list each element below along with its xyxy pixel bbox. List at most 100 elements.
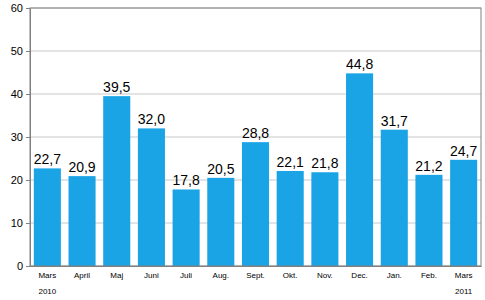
data-label: 24,7 <box>450 143 477 159</box>
data-label: 44,8 <box>346 56 373 72</box>
y-tick-label: 50 <box>11 45 23 57</box>
bar <box>173 189 200 266</box>
x-tick-label-line: Feb. <box>421 271 437 280</box>
x-tick-label: Sept. <box>246 271 265 280</box>
bar <box>277 171 304 266</box>
x-tick: Okt. <box>283 266 298 280</box>
bar <box>34 168 61 266</box>
grid-line <box>30 94 481 95</box>
x-tick-label-line: Nov. <box>317 271 333 280</box>
y-tick-mark <box>26 51 30 52</box>
x-tick: Jan. <box>387 266 402 280</box>
bar <box>103 96 130 266</box>
y-tick-label: 0 <box>17 260 23 272</box>
bar <box>69 176 96 266</box>
x-tick-label-line: Dec. <box>351 271 367 280</box>
y-tick: 10 <box>11 217 30 229</box>
x-tick-label: Mars 2011 <box>455 271 473 296</box>
y-tick: 60 <box>11 2 30 14</box>
x-tick: Aug. <box>213 266 229 280</box>
x-tick-label-line: 2010 <box>38 287 56 296</box>
data-label: 21,8 <box>311 155 338 171</box>
y-tick: 20 <box>11 174 30 186</box>
x-tick: Juli <box>180 266 192 280</box>
x-axis: Mars 2010 April Maj Juni Juli Aug. Sept. Okt. Nov… <box>31 266 482 296</box>
x-tick-label-line: Okt. <box>283 271 298 280</box>
bar <box>138 128 165 266</box>
chart: 0 10 20 30 40 50 60 Mars 2010 April Maj Juni Juli Aug… <box>0 0 485 300</box>
bars <box>34 73 477 266</box>
x-tick: Mars 2010 <box>38 266 56 296</box>
x-tick: Sept. <box>246 266 265 280</box>
x-tick-label-line: April <box>74 271 90 280</box>
x-tick-label: Juni <box>144 271 159 280</box>
bar <box>311 172 338 266</box>
y-tick-label: 30 <box>11 131 23 143</box>
y-axis-line <box>30 9 31 267</box>
bar <box>415 175 442 266</box>
y-tick-mark <box>26 137 30 138</box>
x-tick-label: Okt. <box>283 271 298 280</box>
data-label: 17,8 <box>172 172 199 188</box>
y-tick-mark <box>26 223 30 224</box>
data-labels: 22,7 20,9 39,5 32,0 17,8 20,5 28,8 22,1 21,8 44,8… <box>34 56 478 188</box>
data-label: 21,2 <box>415 158 442 174</box>
plot: 0 10 20 30 40 50 60 Mars 2010 April Maj Juni Juli Aug… <box>11 2 482 296</box>
y-tick-label: 60 <box>11 2 23 14</box>
y-tick-mark <box>26 94 30 95</box>
data-label: 20,5 <box>207 161 234 177</box>
x-tick-label-line: Jan. <box>387 271 402 280</box>
data-label: 28,8 <box>242 125 269 141</box>
x-tick-label: Nov. <box>317 271 333 280</box>
x-tick-label: Feb. <box>421 271 437 280</box>
x-tick-label-line: 2011 <box>455 287 473 296</box>
x-tick: Maj <box>110 266 123 280</box>
data-label: 39,5 <box>103 79 130 95</box>
y-tick: 50 <box>11 45 30 57</box>
y-tick: 40 <box>11 88 30 100</box>
data-label: 22,1 <box>277 154 304 170</box>
x-tick-label: Aug. <box>213 271 229 280</box>
x-tick: Mars 2011 <box>455 266 473 296</box>
x-tick-label: Jan. <box>387 271 402 280</box>
y-tick-mark <box>26 180 30 181</box>
x-tick-label-line: Juli <box>180 271 192 280</box>
grid <box>30 8 481 266</box>
x-tick-label-line: Mars <box>38 271 56 280</box>
x-tick-label-line: Juni <box>144 271 159 280</box>
bar <box>207 178 234 266</box>
x-tick-label: Dec. <box>351 271 367 280</box>
data-label: 22,7 <box>34 151 61 167</box>
x-tick-label: Maj <box>110 271 123 280</box>
x-axis-line <box>31 266 482 267</box>
data-label: 31,7 <box>381 113 408 129</box>
grid-line <box>30 51 481 52</box>
y-tick-label: 40 <box>11 88 23 100</box>
bar <box>346 73 373 266</box>
x-tick-label-line: Sept. <box>246 271 265 280</box>
x-tick: Juni <box>144 266 159 280</box>
y-axis: 0 10 20 30 40 50 60 <box>11 2 31 272</box>
x-tick-label-line: Maj <box>110 271 123 280</box>
x-tick: April <box>74 266 90 280</box>
bar <box>242 142 269 266</box>
y-tick: 30 <box>11 131 30 143</box>
y-tick-label: 10 <box>11 217 23 229</box>
y-tick-mark <box>26 8 30 9</box>
y-tick: 0 <box>17 260 30 272</box>
plot-frame <box>30 8 481 266</box>
y-tick-mark <box>26 266 30 267</box>
bar <box>381 130 408 266</box>
x-tick-label: April <box>74 271 90 280</box>
x-tick-label: Mars 2010 <box>38 271 56 296</box>
x-tick-label-line: Aug. <box>213 271 229 280</box>
x-tick: Feb. <box>421 266 437 280</box>
data-label: 20,9 <box>68 159 95 175</box>
x-tick: Dec. <box>351 266 367 280</box>
data-label: 32,0 <box>138 111 165 127</box>
bar <box>450 160 477 266</box>
x-tick-label: Juli <box>180 271 192 280</box>
x-tick-label-line: Mars <box>455 271 473 280</box>
x-tick: Nov. <box>317 266 333 280</box>
y-tick-label: 20 <box>11 174 23 186</box>
